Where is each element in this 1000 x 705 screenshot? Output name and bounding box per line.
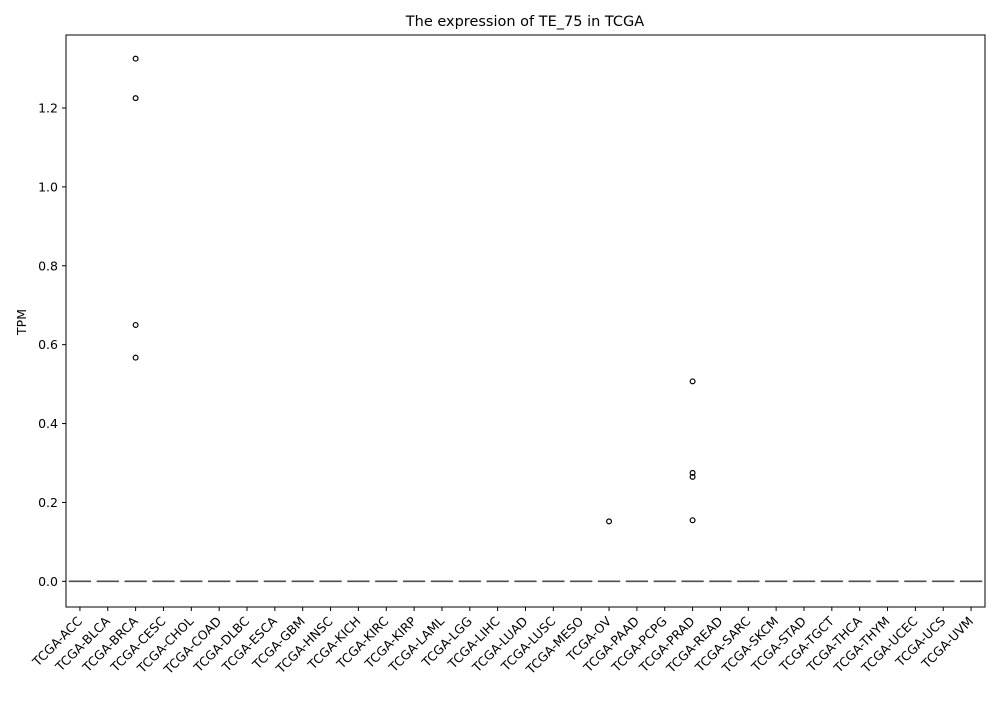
axes-frame xyxy=(65,34,986,608)
y-axis-title: TPM xyxy=(14,309,29,336)
outlier-point xyxy=(689,469,696,476)
chart-title: The expression of TE_75 in TCGA xyxy=(405,14,645,30)
outlier-point xyxy=(132,95,139,102)
y-tick-label: 1.2 xyxy=(38,100,58,115)
outlier-point xyxy=(689,378,696,385)
y-tick-label: 0.0 xyxy=(38,574,58,589)
y-tick-label: 1.0 xyxy=(38,179,58,194)
outlier-point xyxy=(689,517,696,524)
y-tick-label: 0.6 xyxy=(38,337,58,352)
outlier-point xyxy=(689,473,696,480)
outlier-point xyxy=(132,354,139,361)
outlier-point xyxy=(606,518,613,525)
plot-area: 0.00.20.40.60.81.01.2TCGA-ACCTCGA-BLCATC… xyxy=(29,34,986,678)
outlier-point xyxy=(132,55,139,62)
outlier-point xyxy=(132,321,139,328)
y-tick-label: 0.4 xyxy=(38,416,58,431)
y-tick-label: 0.8 xyxy=(38,258,58,273)
y-tick-label: 0.2 xyxy=(38,495,58,510)
